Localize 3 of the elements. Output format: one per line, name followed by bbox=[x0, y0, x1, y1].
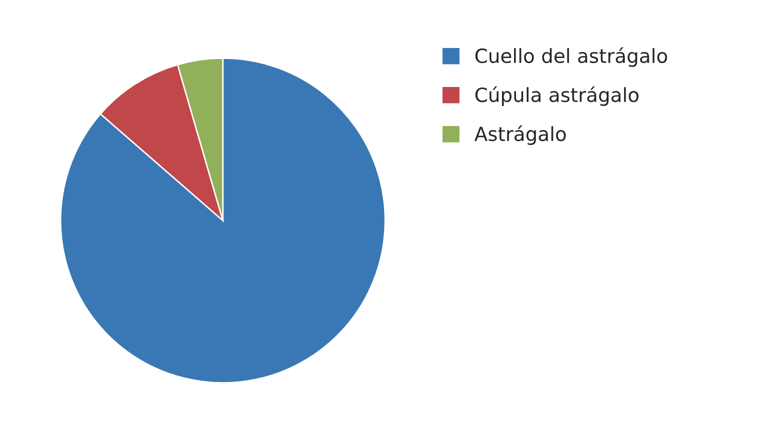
legend-label: Cúpula astrágalo bbox=[475, 86, 638, 106]
legend-label: Astrágalo bbox=[474, 125, 566, 145]
legend-label: Cuello del astrágalo bbox=[475, 47, 668, 67]
